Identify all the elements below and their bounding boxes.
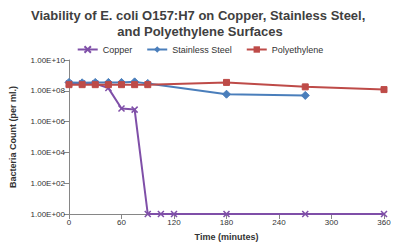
svg-text:60: 60 — [117, 218, 126, 227]
svg-text:1.00E+10: 1.00E+10 — [31, 56, 66, 65]
svg-text:240: 240 — [272, 218, 286, 227]
svg-text:Polyethylene: Polyethylene — [272, 45, 324, 55]
svg-text:1.00E+00: 1.00E+00 — [31, 210, 66, 219]
svg-text:1.00E+06: 1.00E+06 — [31, 117, 66, 126]
svg-text:120: 120 — [167, 218, 181, 227]
svg-text:0: 0 — [67, 218, 72, 227]
svg-text:Stainless Steel: Stainless Steel — [172, 45, 232, 55]
svg-text:and Polyethylene Surfaces: and Polyethylene Surfaces — [117, 24, 282, 39]
svg-text:1.00E+08: 1.00E+08 — [31, 86, 66, 95]
svg-text:1.00E+02: 1.00E+02 — [31, 179, 66, 188]
svg-text:Copper: Copper — [103, 45, 133, 55]
svg-text:300: 300 — [325, 218, 339, 227]
svg-text:180: 180 — [220, 218, 234, 227]
svg-text:1.00E+04: 1.00E+04 — [31, 148, 66, 157]
svg-text:Bacteria Count (per ml.): Bacteria Count (per ml.) — [8, 86, 18, 188]
svg-text:Time (minutes): Time (minutes) — [195, 232, 259, 242]
svg-text:Viability of E. coli O157:H7 o: Viability of E. coli O157:H7 on Copper, … — [31, 8, 369, 23]
svg-text:360: 360 — [377, 218, 391, 227]
